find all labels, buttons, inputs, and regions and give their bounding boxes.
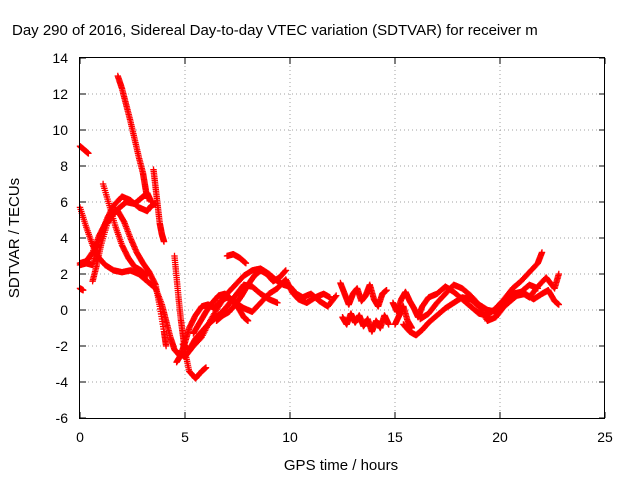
- series-track-f: [99, 180, 151, 279]
- data-point-marker: [144, 272, 151, 279]
- y-tick-label: -6: [56, 410, 69, 426]
- y-tick-label: -4: [56, 374, 69, 390]
- plot-frame: [79, 57, 605, 419]
- series-track-o: [190, 290, 252, 337]
- tick-layer: 0 5 10 15 20 25 -6 -4 -2 0 2 4 6 8 10 12 14: [52, 50, 613, 445]
- data-point-marker: [148, 198, 155, 206]
- x-axis-label: GPS time / hours: [284, 457, 398, 474]
- y-tick-label: -2: [56, 338, 69, 354]
- x-tick-label: 15: [387, 429, 403, 445]
- series-track-g: [89, 189, 155, 285]
- data-point-marker: [383, 287, 390, 294]
- data-point-marker: [244, 317, 252, 324]
- data-point-marker: [202, 364, 210, 371]
- y-tick-label: 4: [60, 230, 68, 246]
- series-track-m: [179, 281, 281, 353]
- data-point-marker: [160, 238, 168, 245]
- x-tick-label: 0: [76, 429, 84, 445]
- data-point-marker: [555, 270, 562, 278]
- y-tick-label: 2: [60, 266, 68, 282]
- y-tick-label: 14: [52, 50, 68, 66]
- data-point-marker: [538, 249, 546, 256]
- data-point-marker: [85, 150, 92, 157]
- x-tick-label: 20: [492, 429, 508, 445]
- series-track-s: [389, 249, 546, 321]
- data-point-marker: [162, 342, 170, 350]
- series-track-h: [114, 72, 151, 202]
- series-track-a: [76, 285, 87, 294]
- x-tick-label: 25: [597, 429, 613, 445]
- x-tick-label: 5: [181, 429, 189, 445]
- data-point-marker: [242, 260, 250, 267]
- y-tick-label: 6: [60, 194, 68, 210]
- data-point-marker: [555, 301, 562, 308]
- data-point-marker: [332, 293, 339, 300]
- series-track-v: [505, 287, 562, 308]
- chart-title: Day 290 of 2016, Sidereal Day-to-day VTE…: [12, 22, 538, 39]
- y-tick-label: 10: [52, 122, 68, 138]
- y-tick-label: 12: [52, 86, 68, 102]
- series-track-r: [339, 310, 392, 335]
- data-point-marker: [144, 195, 151, 202]
- series-track-q: [337, 279, 390, 310]
- data-point-marker: [333, 292, 340, 299]
- series-track-p: [223, 251, 250, 267]
- data-point-marker: [282, 267, 289, 274]
- y-tick-label: 8: [60, 158, 68, 174]
- grid-layer: [80, 58, 605, 418]
- series-track-b: [76, 143, 92, 157]
- data-point-marker: [408, 324, 415, 332]
- series-track-i: [150, 166, 168, 245]
- data-point-marker: [274, 299, 281, 306]
- data-point-marker: [385, 321, 392, 328]
- data-layer: [76, 72, 562, 382]
- x-tick-label: 10: [282, 429, 298, 445]
- data-point-marker: [79, 287, 87, 294]
- y-axis-label: SDTVAR / TECUs: [6, 178, 23, 298]
- y-tick-label: 0: [60, 302, 68, 318]
- series-track-w: [391, 303, 415, 332]
